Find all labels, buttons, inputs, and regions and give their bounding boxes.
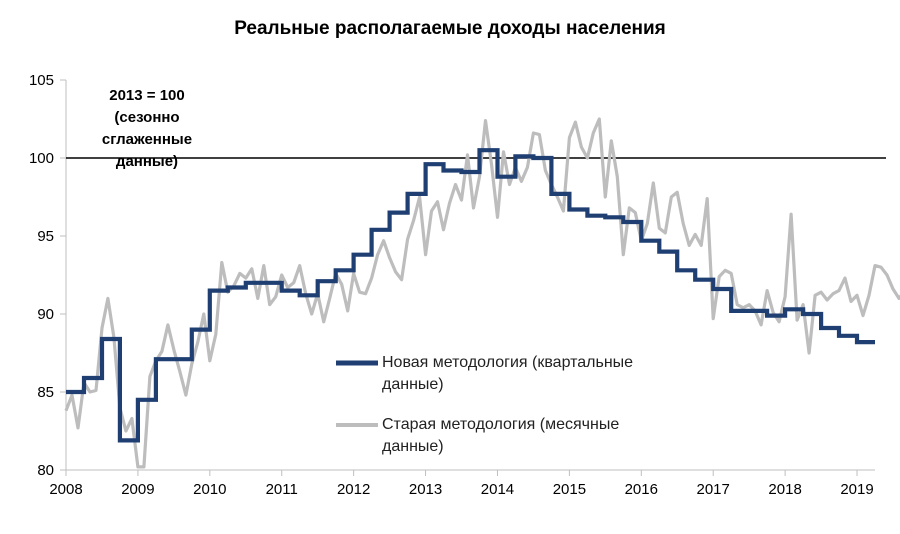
x-tick-label: 2011 xyxy=(266,481,298,498)
x-tick-label: 2014 xyxy=(481,481,514,498)
x-tick-label: 2019 xyxy=(840,481,873,498)
series-new-methodology xyxy=(66,148,875,443)
x-tick-label: 2017 xyxy=(697,481,730,498)
base-annotation-line: 2013 = 100 xyxy=(109,87,185,104)
legend-label-new: Новая методология (квартальные данные) xyxy=(382,354,634,393)
y-tick-label: 105 xyxy=(29,72,54,89)
x-tick-label: 2010 xyxy=(193,481,226,498)
y-tick-label: 80 xyxy=(37,462,54,479)
y-tick-label: 95 xyxy=(37,228,54,245)
y-tick-label: 90 xyxy=(37,306,54,323)
series-layer xyxy=(64,117,900,469)
y-tick-label: 100 xyxy=(29,150,54,167)
legend xyxy=(336,360,378,427)
x-tick-label: 2018 xyxy=(768,481,801,498)
base-annotation-line: сглаженные xyxy=(101,131,193,148)
x-tick-label: 2009 xyxy=(121,481,154,498)
x-tick-label: 2008 xyxy=(49,481,82,498)
legend-label-old: Старая методология (месячные данные) xyxy=(382,416,620,455)
y-tick-label: 85 xyxy=(37,384,54,401)
chart-axes: 80 85 90 95 100 105 2008 2009 2010 2011 2012 2013 20… xyxy=(29,72,886,498)
x-tick-label: 2012 xyxy=(337,481,370,498)
x-tick-label: 2013 xyxy=(409,481,442,498)
base-annotation-line: (сезонно xyxy=(114,109,180,126)
base-annotation-line: данные) xyxy=(115,153,179,170)
x-tick-label: 2016 xyxy=(625,481,658,498)
series-old-methodology xyxy=(64,117,900,469)
chart-title: Реальные располагаемые доходы населения xyxy=(234,18,666,39)
base-annotation: 2013 = 100 (сезонно сглаженные данные) xyxy=(82,85,212,173)
x-tick-label: 2015 xyxy=(553,481,586,498)
